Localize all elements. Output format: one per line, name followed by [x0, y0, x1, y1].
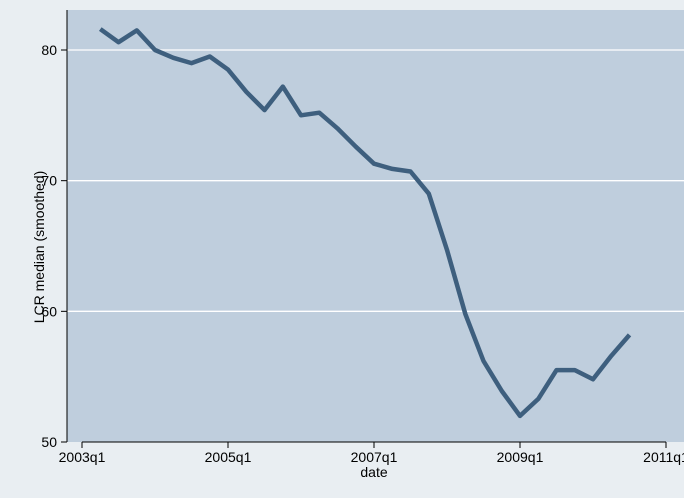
- x-axis-label: date: [360, 464, 387, 480]
- y-axis-label: LCR median (smoothed): [31, 171, 47, 324]
- x-tick-label: 2007q1: [351, 449, 398, 465]
- x-tick-label: 2005q1: [205, 449, 252, 465]
- x-tick-label: 2003q1: [59, 449, 106, 465]
- y-tick-label: 80: [41, 42, 57, 58]
- x-tick-label: 2009q1: [497, 449, 544, 465]
- y-tick-label: 50: [41, 434, 57, 450]
- x-tick-label: 2011q1: [643, 449, 684, 465]
